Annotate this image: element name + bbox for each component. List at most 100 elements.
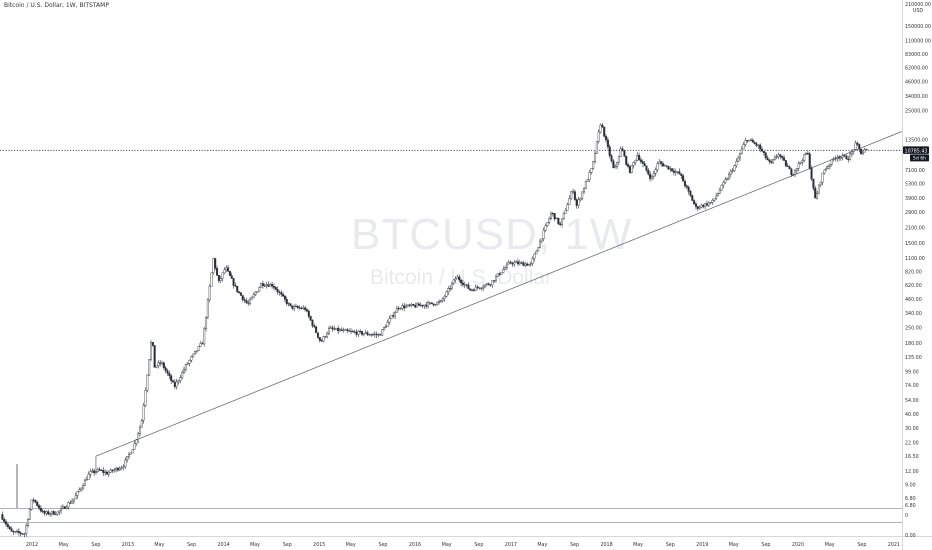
candle-body bbox=[346, 329, 349, 331]
candle-body bbox=[419, 304, 422, 306]
price-tick-label: 25000.00 bbox=[905, 108, 928, 114]
price-tick-label: 99.00 bbox=[905, 369, 919, 375]
candle-body bbox=[511, 262, 514, 265]
candle-body bbox=[816, 192, 819, 199]
price-tick-label: 13500.00 bbox=[905, 138, 928, 144]
candle-body bbox=[832, 158, 835, 160]
candle-body bbox=[223, 269, 226, 274]
time-tick-label: 2012 bbox=[26, 542, 38, 548]
candle-body bbox=[795, 168, 798, 171]
price-tick-label: 83000.00 bbox=[905, 52, 928, 58]
candle-body bbox=[674, 171, 677, 173]
candle-body bbox=[775, 156, 778, 158]
candle-body bbox=[669, 168, 672, 170]
candle-body bbox=[713, 198, 716, 201]
candle-body bbox=[278, 291, 281, 293]
candle-body bbox=[87, 474, 90, 480]
candle-body bbox=[680, 173, 683, 176]
candle-body bbox=[338, 329, 341, 332]
candle-body bbox=[707, 202, 710, 206]
candle-body bbox=[660, 161, 663, 164]
candle-body bbox=[120, 467, 123, 469]
candle-body bbox=[797, 163, 800, 169]
candle-body bbox=[194, 351, 197, 355]
candle-body bbox=[861, 151, 864, 155]
candle-body bbox=[362, 333, 365, 335]
candle-body bbox=[616, 162, 619, 167]
candle-body bbox=[142, 405, 145, 421]
candle-body bbox=[619, 148, 622, 157]
candle-body bbox=[586, 179, 589, 182]
candle-body bbox=[287, 303, 290, 305]
candle-body bbox=[276, 289, 279, 293]
candle-body bbox=[205, 316, 208, 330]
candle-body bbox=[865, 149, 868, 151]
candle-body bbox=[709, 202, 712, 204]
candle-body bbox=[322, 336, 325, 342]
candle-body bbox=[601, 124, 604, 128]
candle-body bbox=[454, 278, 457, 281]
candle-body bbox=[649, 173, 652, 179]
candle-body bbox=[254, 292, 257, 295]
price-axis-currency-label: USD bbox=[913, 8, 924, 14]
candle-body bbox=[768, 159, 771, 162]
candle-body bbox=[210, 272, 213, 287]
candle-body bbox=[716, 193, 719, 197]
candle-body bbox=[564, 210, 567, 214]
candle-body bbox=[537, 247, 540, 252]
price-tick-label: 16.50 bbox=[905, 454, 919, 460]
candle-body bbox=[746, 140, 749, 142]
candle-body bbox=[383, 327, 386, 330]
candle-body bbox=[258, 287, 261, 292]
candle-body bbox=[790, 168, 793, 176]
candle-body bbox=[17, 530, 20, 533]
candle-body bbox=[808, 153, 811, 169]
candle-body bbox=[78, 489, 81, 492]
candle-body bbox=[687, 186, 690, 192]
time-tick-label: May bbox=[250, 542, 260, 548]
candle-body bbox=[162, 362, 165, 369]
candle-body bbox=[408, 304, 411, 306]
candle-body bbox=[216, 268, 219, 276]
price-tick-label: 2900.00 bbox=[905, 210, 925, 216]
candle-body bbox=[603, 126, 606, 137]
candle-body bbox=[146, 374, 149, 391]
candle-body bbox=[344, 329, 347, 331]
candle-body bbox=[225, 267, 228, 271]
candle-body bbox=[478, 287, 481, 289]
candle-body bbox=[153, 345, 156, 368]
candle-body bbox=[764, 152, 767, 158]
candle-body bbox=[324, 336, 327, 338]
candle-body bbox=[540, 238, 543, 242]
candle-body bbox=[217, 274, 220, 281]
candle-body bbox=[794, 170, 797, 175]
candle-body bbox=[102, 470, 105, 473]
candle-body bbox=[82, 485, 85, 489]
candle-body bbox=[195, 350, 198, 352]
candle-body bbox=[735, 161, 738, 166]
candle-body bbox=[783, 157, 786, 161]
candle-body bbox=[170, 375, 173, 381]
candle-body bbox=[639, 159, 642, 162]
price-tick-label: 3900.00 bbox=[905, 196, 925, 202]
candle-body bbox=[138, 427, 141, 434]
candle-body bbox=[96, 469, 99, 472]
candle-body bbox=[566, 204, 569, 211]
candle-body bbox=[148, 359, 151, 376]
candle-body bbox=[298, 307, 301, 309]
candle-body bbox=[535, 250, 538, 255]
sub-panel-label: 6.80 bbox=[905, 503, 916, 509]
candle-body bbox=[522, 262, 525, 266]
candle-body bbox=[423, 304, 426, 307]
candle-body bbox=[392, 315, 395, 317]
price-tick-label: 340.00 bbox=[905, 311, 922, 317]
candle-body bbox=[513, 262, 516, 265]
candle-body bbox=[694, 203, 697, 207]
candle-body bbox=[638, 155, 641, 160]
candle-body bbox=[617, 156, 620, 163]
countdown-label: 5d 6h bbox=[913, 156, 926, 162]
candle-body bbox=[538, 240, 541, 248]
candle-body bbox=[548, 218, 551, 223]
candle-body bbox=[206, 299, 209, 318]
